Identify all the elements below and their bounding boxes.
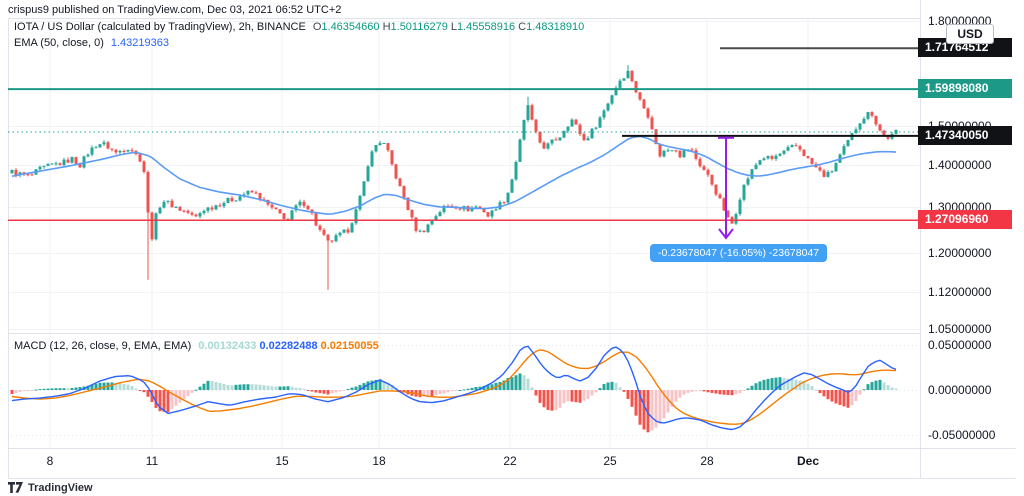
time-axis-label: 11	[145, 454, 159, 468]
ohlc-value: 1.48318910	[526, 21, 585, 33]
time-axis-label: Dec	[796, 454, 820, 468]
price-levels	[8, 47, 920, 221]
ohlc-label: H	[382, 21, 391, 33]
measure-arrow	[718, 136, 734, 240]
time-axis-label: 18	[372, 454, 386, 468]
tradingview-logo-icon	[8, 482, 23, 493]
price-axis-tick: 1.12000000	[928, 285, 992, 300]
macd-signal-line	[11, 349, 897, 425]
macd-indicator-value: 0.00132433	[198, 340, 260, 352]
macd-histogram	[10, 373, 898, 433]
macd-legend[interactable]: MACD (12, 26, close, 9, EMA, EMA) 0.00132…	[14, 340, 379, 352]
ohlc-value: 1.46354660	[321, 21, 383, 33]
price-axis-badge: 1.59898080	[918, 79, 1012, 99]
price-axis-badge: 1.27096960	[918, 210, 1012, 230]
macd-indicator-value: 0.02282488	[259, 340, 321, 352]
macd-axis-tick: -0.05000000	[928, 428, 996, 442]
price-axis-tick: 1.05000000	[928, 322, 992, 337]
ohlc-label: C	[518, 21, 527, 33]
macd-indicator-value: 0.02150055	[320, 340, 379, 352]
time-axis-label: 28	[700, 454, 714, 468]
time-axis-label: 8	[46, 454, 54, 468]
measure-tooltip: -0.23678047 (-16.05%) -23678047	[650, 244, 828, 262]
ohlc-value: 1.50116279	[390, 21, 451, 33]
time-axis-label: 25	[603, 454, 617, 468]
macd-axis-tick: 0.05000000	[928, 338, 992, 352]
time-axis-label: 22	[503, 454, 517, 468]
price-axis-tick: 1.20000000	[928, 246, 992, 261]
macd-values: 0.00132433 0.02282488 0.02150055	[198, 340, 378, 352]
symbol-title: IOTA / US Dollar (calculated by TradingV…	[14, 21, 306, 33]
macd-main-line	[11, 345, 897, 431]
ohlc-value: 1.45558916	[457, 21, 519, 33]
macd-label: MACD (12, 26, close, 9, EMA, EMA)	[14, 340, 192, 352]
ema-value: 1.43219363	[110, 37, 169, 49]
ohlc-label: L	[450, 21, 457, 33]
time-axis-label: 15	[275, 454, 289, 468]
tradingview-logo-text: TradingView	[28, 481, 93, 494]
price-axis-badge: 1.47340050	[918, 125, 1012, 145]
publish-note: crispus9 published on TradingView.com, D…	[8, 4, 342, 16]
price-axis-tick: 1.40000000	[928, 158, 992, 172]
ema-legend[interactable]: EMA (50, close, 0) 1.43219363	[14, 37, 169, 49]
ohlc-values: O1.46354660 H1.50116279 L1.45558916 C1.4…	[313, 21, 584, 33]
ema-label: EMA (50, close, 0)	[14, 37, 104, 49]
currency-label: USD	[946, 24, 994, 44]
tradingview-logo[interactable]: TradingView	[8, 481, 93, 494]
ohlc-label: O	[312, 21, 322, 33]
macd-axis-tick: 0.00000000	[928, 383, 992, 397]
ema-line	[11, 135, 897, 215]
symbol-legend[interactable]: IOTA / US Dollar (calculated by TradingV…	[14, 21, 584, 33]
